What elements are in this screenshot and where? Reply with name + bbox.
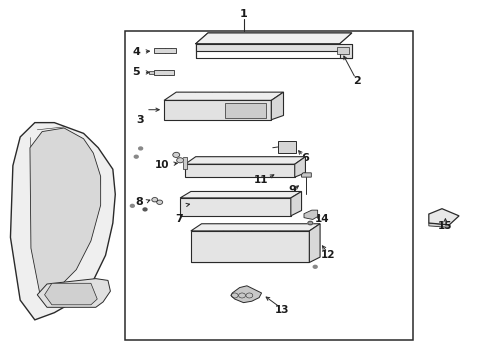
Text: 1: 1 bbox=[239, 9, 247, 19]
Polygon shape bbox=[30, 128, 101, 293]
Text: 8: 8 bbox=[136, 197, 143, 207]
Text: 10: 10 bbox=[154, 160, 168, 170]
Polygon shape bbox=[10, 123, 115, 320]
Circle shape bbox=[139, 147, 142, 150]
Polygon shape bbox=[184, 164, 294, 177]
Polygon shape bbox=[182, 157, 186, 168]
Polygon shape bbox=[44, 283, 97, 305]
Polygon shape bbox=[230, 286, 261, 303]
Polygon shape bbox=[428, 209, 458, 225]
Circle shape bbox=[176, 158, 183, 163]
Polygon shape bbox=[154, 69, 173, 75]
Polygon shape bbox=[190, 231, 309, 262]
Polygon shape bbox=[304, 210, 317, 220]
Text: 5: 5 bbox=[132, 67, 140, 77]
Circle shape bbox=[152, 198, 158, 202]
Circle shape bbox=[313, 265, 317, 268]
Text: 9: 9 bbox=[288, 185, 296, 195]
Polygon shape bbox=[149, 71, 154, 74]
Polygon shape bbox=[195, 44, 351, 58]
Polygon shape bbox=[277, 140, 295, 153]
Polygon shape bbox=[224, 103, 266, 118]
Text: 3: 3 bbox=[136, 115, 143, 125]
Polygon shape bbox=[271, 92, 283, 120]
Circle shape bbox=[172, 152, 179, 157]
Polygon shape bbox=[180, 198, 290, 216]
Polygon shape bbox=[301, 173, 311, 177]
Polygon shape bbox=[184, 157, 305, 164]
Circle shape bbox=[143, 208, 147, 211]
Polygon shape bbox=[180, 192, 301, 198]
Text: 6: 6 bbox=[301, 153, 309, 163]
Bar bbox=[125, 31, 412, 339]
Polygon shape bbox=[336, 47, 348, 54]
Text: 11: 11 bbox=[253, 175, 268, 185]
Polygon shape bbox=[163, 100, 271, 120]
Circle shape bbox=[307, 221, 312, 225]
Polygon shape bbox=[294, 157, 305, 177]
Circle shape bbox=[130, 204, 134, 207]
Polygon shape bbox=[290, 192, 301, 216]
Polygon shape bbox=[190, 224, 320, 231]
Text: 7: 7 bbox=[174, 214, 182, 224]
Polygon shape bbox=[309, 224, 320, 262]
Polygon shape bbox=[37, 279, 110, 307]
Text: 4: 4 bbox=[132, 46, 140, 57]
Polygon shape bbox=[163, 92, 283, 100]
Text: 13: 13 bbox=[274, 305, 289, 315]
Polygon shape bbox=[195, 33, 351, 44]
Polygon shape bbox=[428, 223, 448, 227]
Text: 15: 15 bbox=[437, 221, 452, 231]
Text: 12: 12 bbox=[321, 250, 335, 260]
Circle shape bbox=[134, 155, 138, 158]
Text: 2: 2 bbox=[352, 76, 360, 86]
Circle shape bbox=[157, 200, 162, 204]
Text: 14: 14 bbox=[314, 215, 329, 224]
Polygon shape bbox=[154, 48, 176, 53]
